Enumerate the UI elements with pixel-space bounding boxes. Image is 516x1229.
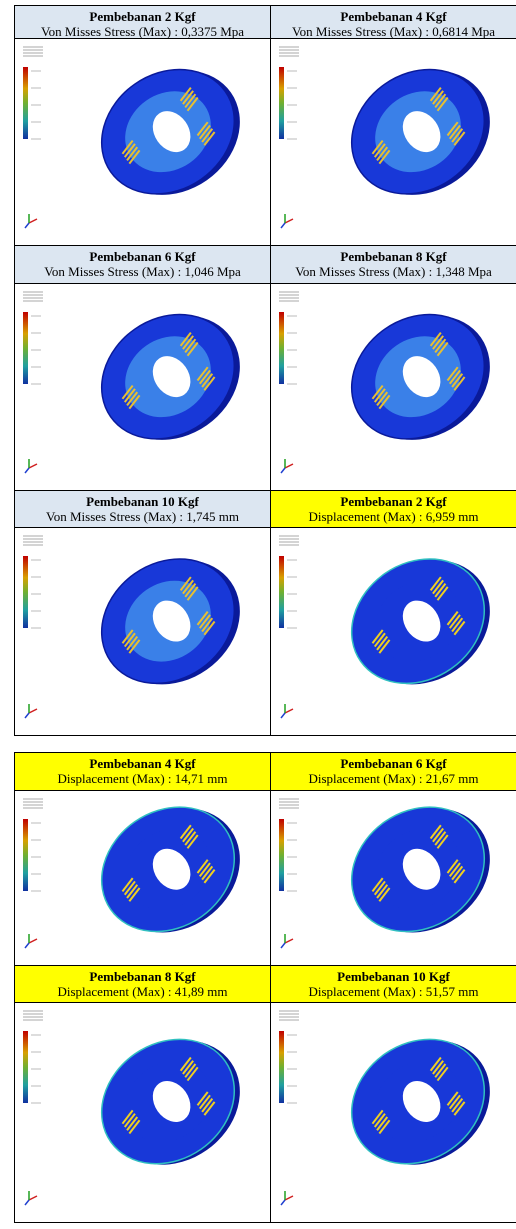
simulation-image	[271, 791, 516, 965]
simulation-image	[15, 1003, 270, 1222]
cell-title: Pembebanan 10 Kgf	[271, 969, 516, 984]
simulation-image	[15, 39, 270, 245]
cell-title: Pembebanan 2 Kgf	[15, 9, 270, 24]
cell-subtitle: Von Misses Stress (Max) : 1,348 Mpa	[295, 264, 492, 279]
cell-subtitle: Displacement (Max) : 51,57 mm	[308, 984, 478, 999]
cell-subtitle: Von Misses Stress (Max) : 1,745 mm	[46, 509, 239, 524]
cell-subtitle: Displacement (Max) : 41,89 mm	[57, 984, 227, 999]
cell-title: Pembebanan 6 Kgf	[271, 756, 516, 771]
simulation-image	[271, 284, 516, 490]
cell-title: Pembebanan 8 Kgf	[271, 249, 516, 264]
simulation-image	[15, 528, 270, 735]
cell-subtitle: Von Misses Stress (Max) : 1,046 Mpa	[44, 264, 241, 279]
cell-subtitle: Von Misses Stress (Max) : 0,6814 Mpa	[292, 24, 495, 39]
cell-title: Pembebanan 8 Kgf	[15, 969, 270, 984]
cell-title: Pembebanan 4 Kgf	[15, 756, 270, 771]
cell-subtitle: Displacement (Max) : 21,67 mm	[308, 771, 478, 786]
cell-subtitle: Von Misses Stress (Max) : 0,3375 Mpa	[41, 24, 244, 39]
cell-subtitle: Displacement (Max) : 6,959 mm	[308, 509, 478, 524]
cell-title: Pembebanan 2 Kgf	[271, 494, 516, 509]
simulation-image	[271, 528, 516, 735]
simulation-image	[271, 39, 516, 245]
page: Pembebanan 2 KgfVon Misses Stress (Max) …	[0, 0, 516, 1229]
simulation-image	[271, 1003, 516, 1222]
simulation-image	[15, 791, 270, 965]
cell-title: Pembebanan 4 Kgf	[271, 9, 516, 24]
cell-subtitle: Displacement (Max) : 14,71 mm	[57, 771, 227, 786]
cell-title: Pembebanan 10 Kgf	[15, 494, 270, 509]
cell-title: Pembebanan 6 Kgf	[15, 249, 270, 264]
simulation-image	[15, 284, 270, 490]
